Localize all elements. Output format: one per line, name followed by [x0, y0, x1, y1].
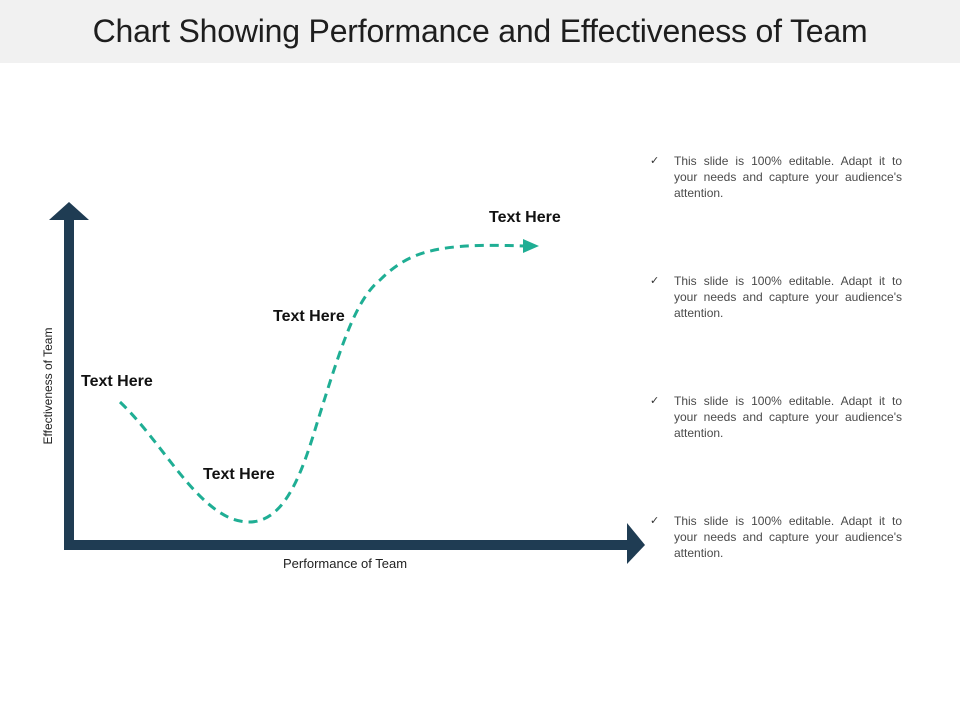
curve-label-1: Text Here [81, 373, 153, 390]
bullet-text: This slide is 100% editable. Adapt it to… [674, 394, 902, 440]
check-icon: ✓ [650, 275, 660, 287]
effectiveness-curve [118, 243, 526, 524]
y-axis-label: Effectiveness of Team [41, 327, 55, 445]
y-axis-arrowhead [49, 202, 89, 220]
curve-label-2: Text Here [203, 466, 275, 483]
y-axis-line [64, 218, 74, 550]
curve-label-4: Text Here [489, 209, 561, 226]
curve-label-3: Text Here [273, 308, 345, 325]
bullet-text: This slide is 100% editable. Adapt it to… [674, 514, 902, 560]
curve-arrowhead [523, 239, 539, 253]
bullet-item: ✓ This slide is 100% editable. Adapt it … [650, 513, 902, 561]
x-axis-label: Performance of Team [283, 556, 408, 571]
page-title: Chart Showing Performance and Effectiven… [92, 13, 868, 49]
bullet-item: ✓ This slide is 100% editable. Adapt it … [650, 153, 902, 201]
bullet-text: This slide is 100% editable. Adapt it to… [674, 274, 902, 320]
x-axis-arrowhead [627, 523, 645, 564]
check-icon: ✓ [650, 155, 660, 167]
x-axis-line [64, 540, 630, 550]
title-bar: Chart Showing Performance and Effectiven… [0, 0, 960, 63]
bullet-text: This slide is 100% editable. Adapt it to… [674, 154, 902, 200]
bullet-item: ✓ This slide is 100% editable. Adapt it … [650, 273, 902, 321]
bullet-item: ✓ This slide is 100% editable. Adapt it … [650, 393, 902, 441]
check-icon: ✓ [650, 395, 660, 407]
check-icon: ✓ [650, 515, 660, 527]
